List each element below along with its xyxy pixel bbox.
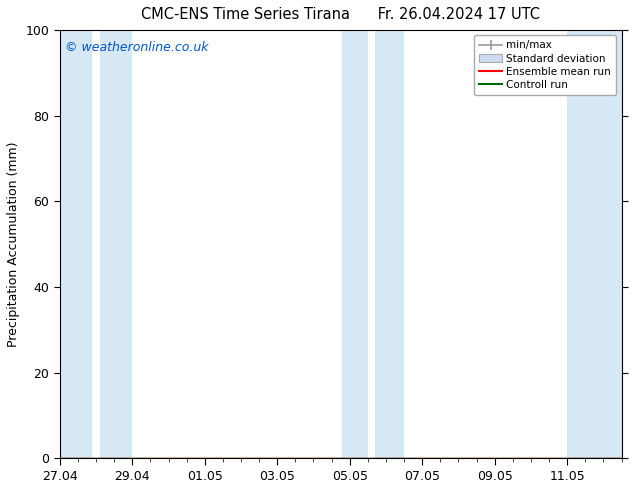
- Bar: [342, 30, 368, 458]
- Bar: [60, 30, 93, 458]
- Bar: [375, 30, 404, 458]
- Title: CMC-ENS Time Series Tirana      Fr. 26.04.2024 17 UTC: CMC-ENS Time Series Tirana Fr. 26.04.202…: [141, 7, 540, 22]
- Y-axis label: Precipitation Accumulation (mm): Precipitation Accumulation (mm): [7, 142, 20, 347]
- Bar: [567, 30, 621, 458]
- Text: © weatheronline.co.uk: © weatheronline.co.uk: [65, 41, 209, 54]
- Legend: min/max, Standard deviation, Ensemble mean run, Controll run: min/max, Standard deviation, Ensemble me…: [474, 35, 616, 95]
- Bar: [100, 30, 133, 458]
